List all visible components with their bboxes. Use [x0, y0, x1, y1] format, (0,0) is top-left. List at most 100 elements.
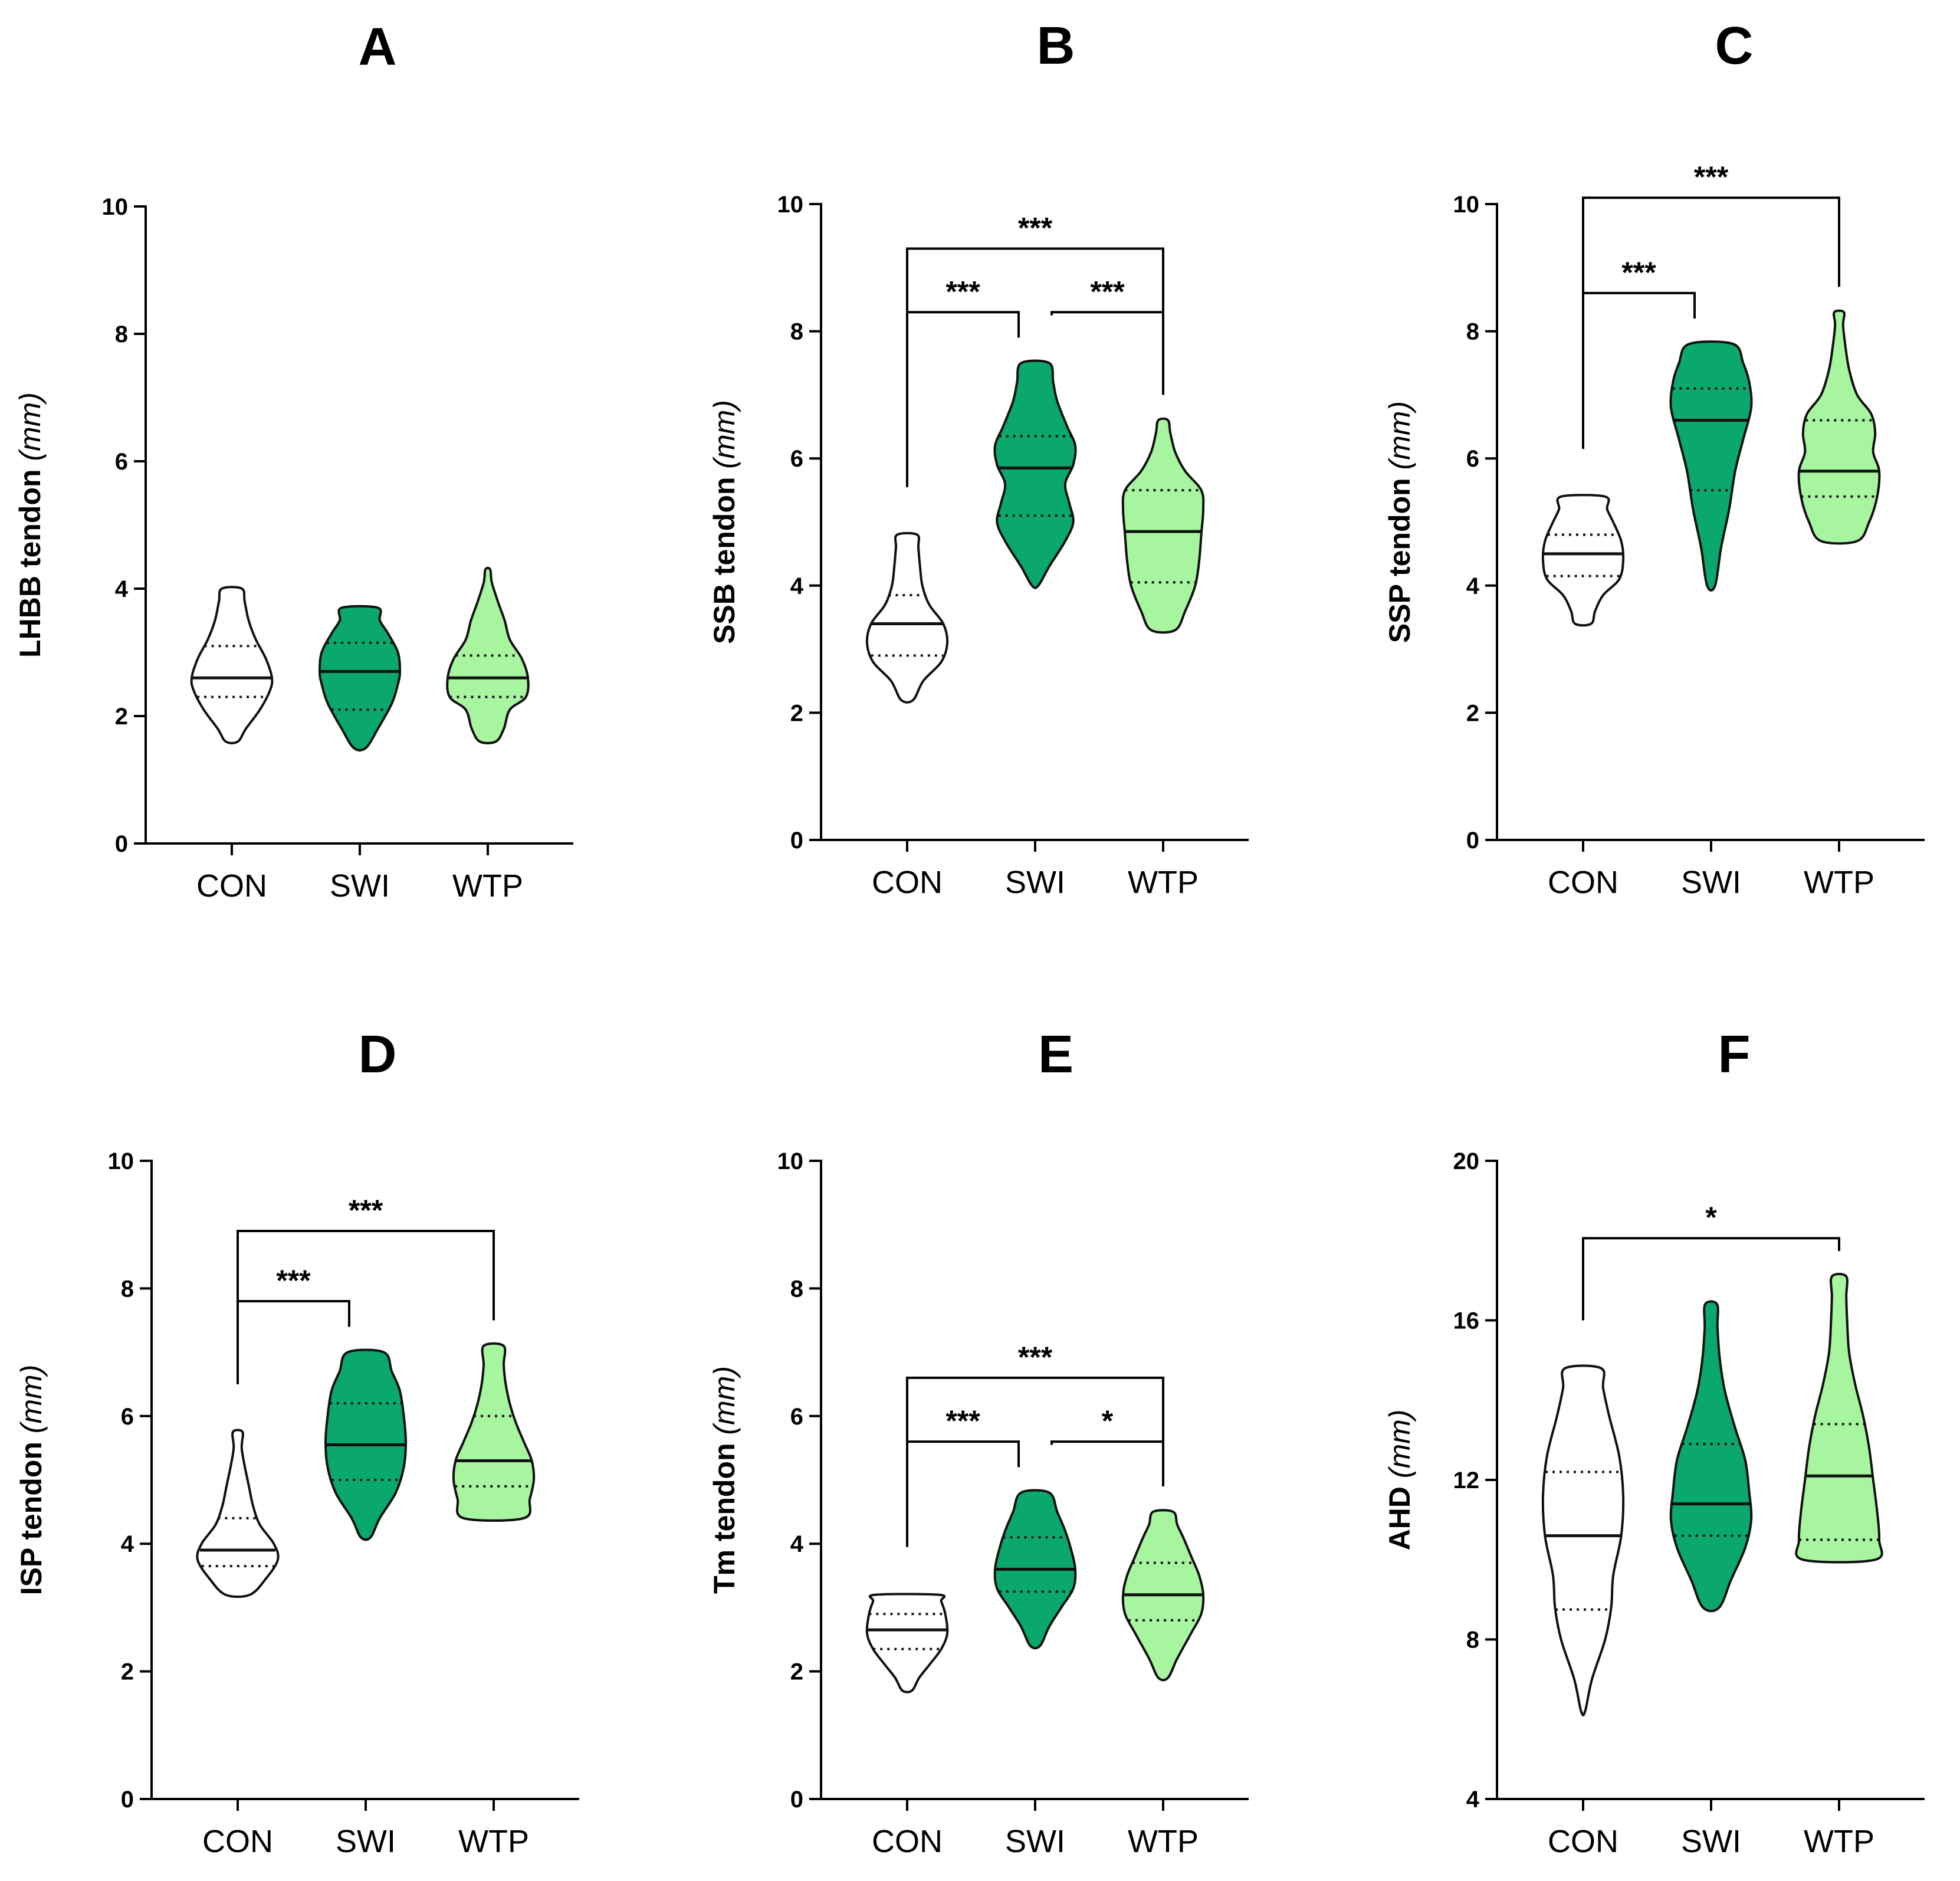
violin-shape	[1669, 340, 1753, 592]
panel-a: A 0 2 4 6 8 10 LHBB tendon (mm) CON SWI WTP	[14, 18, 573, 904]
x-tick-label: WTP	[452, 868, 523, 904]
violin-shape	[196, 1429, 280, 1598]
significance-label: ***	[1018, 1341, 1053, 1374]
panel-letter: A	[359, 18, 397, 77]
y-tick-label: 8	[121, 1276, 134, 1302]
x-tick-label: WTP	[1128, 865, 1199, 900]
violin-wtp	[1121, 417, 1205, 634]
significance-bracket: *	[1582, 1201, 1840, 1321]
y-tick-label: 8	[115, 321, 128, 347]
y-tick-label: 16	[1453, 1308, 1480, 1334]
y-tick-label: 4	[1466, 1787, 1480, 1813]
x-tick-label: CON	[202, 1824, 273, 1859]
violin-shape	[1121, 417, 1205, 634]
y-tick-label: 10	[777, 1148, 804, 1174]
y-tick-label: 2	[1466, 700, 1479, 726]
y-axis-unit: (mm)	[1383, 1410, 1416, 1479]
bracket-line	[906, 1440, 1020, 1547]
y-axis-label: ISP tendon (mm)	[15, 1365, 48, 1596]
y-tick-label: 6	[121, 1404, 134, 1430]
bracket-line	[906, 247, 1164, 487]
violin-wtp	[1121, 1509, 1205, 1682]
significance-label: ***	[1090, 275, 1125, 308]
violin-wtp	[1795, 1272, 1883, 1564]
violin-shape	[865, 1593, 949, 1693]
y-axis-label-text: AHD	[1383, 1478, 1416, 1550]
panel-c: C 0 2 4 6 8 10 SSP tendon (mm) CON SWI WTP *** ***	[1383, 17, 1925, 900]
violin-shape	[452, 1342, 536, 1522]
significance-bracket: ***	[1582, 160, 1840, 449]
bracket-line	[237, 1300, 350, 1384]
x-tick-label: CON	[872, 865, 943, 900]
x-tick-label: CON	[1548, 865, 1618, 900]
violin-con	[865, 531, 949, 704]
panel-letter: B	[1037, 17, 1075, 75]
x-tick-label: WTP	[1804, 865, 1874, 900]
y-tick-label: 2	[790, 1659, 803, 1685]
y-tick-label: 8	[1466, 1627, 1479, 1653]
y-axis-label: Tm tendon (mm)	[708, 1366, 741, 1594]
violin-swi	[324, 1348, 407, 1541]
x-tick-label: WTP	[1128, 1824, 1199, 1859]
panel-letter: E	[1038, 1025, 1073, 1084]
significance-bracket: ***	[906, 211, 1164, 487]
y-axis-label-text: LHBB tendon	[14, 461, 47, 658]
y-tick-label: 6	[790, 1404, 803, 1430]
violin-swi	[319, 605, 401, 752]
y-axis-unit: (mm)	[15, 1365, 48, 1434]
y-tick-label: 0	[790, 1787, 803, 1813]
violin-shape	[1669, 1300, 1753, 1613]
y-axis-unit: (mm)	[708, 1366, 741, 1435]
panel-b: B 0 2 4 6 8 10 SSB tendon (mm) CON SWI WTP *** *** **…	[708, 17, 1249, 900]
y-tick-label: 8	[790, 1276, 803, 1302]
bracket-line	[906, 1376, 1164, 1547]
violin-swi	[993, 1489, 1077, 1650]
significance-bracket: *	[1050, 1404, 1164, 1486]
y-tick-label: 10	[1453, 192, 1480, 218]
violin-shape	[993, 359, 1077, 589]
significance-label: ***	[276, 1264, 311, 1297]
violin-swi	[1669, 340, 1753, 592]
significance-label: ***	[349, 1194, 383, 1227]
bracket-line	[1050, 1440, 1164, 1486]
bracket-line	[1582, 196, 1840, 449]
violin-swi	[1669, 1300, 1753, 1613]
significance-bracket: ***	[1050, 275, 1164, 395]
x-tick-label: CON	[872, 1824, 943, 1859]
x-tick-label: SWI	[1681, 1824, 1741, 1859]
violin-shape	[1797, 309, 1881, 545]
significance-label: *	[1705, 1201, 1717, 1234]
y-tick-label: 2	[121, 1659, 134, 1685]
y-axis-label-text: ISP tendon	[15, 1433, 48, 1595]
y-tick-label: 4	[790, 573, 804, 599]
y-axis-unit: (mm)	[708, 400, 741, 469]
panel-letter: F	[1718, 1025, 1751, 1084]
y-tick-label: 8	[1466, 319, 1479, 345]
y-tick-label: 2	[115, 704, 128, 730]
violin-shape	[1541, 1364, 1625, 1716]
panel-f: F 4 8 12 16 20 AHD (mm) CON SWI WTP *	[1383, 1025, 1925, 1859]
significance-bracket: ***	[237, 1264, 350, 1384]
y-axis-label-text: SSP tendon	[1383, 470, 1416, 644]
violin-shape	[446, 566, 530, 744]
y-tick-label: 0	[121, 1787, 134, 1813]
y-tick-label: 10	[102, 194, 129, 220]
y-axis-label: AHD (mm)	[1383, 1410, 1416, 1551]
violin-wtp	[452, 1342, 536, 1522]
x-tick-label: WTP	[458, 1824, 529, 1859]
significance-label: ***	[1621, 256, 1656, 289]
x-tick-label: SWI	[1005, 865, 1065, 900]
y-tick-label: 6	[115, 449, 128, 475]
y-tick-label: 4	[121, 1531, 134, 1557]
y-axis-label: SSB tendon (mm)	[708, 400, 741, 644]
violin-wtp	[446, 566, 530, 744]
significance-bracket: ***	[906, 1404, 1020, 1547]
x-tick-label: SWI	[336, 1824, 396, 1859]
bracket-line	[1050, 311, 1164, 395]
violin-con	[865, 1593, 949, 1693]
y-tick-label: 6	[1466, 446, 1479, 472]
violin-shape	[190, 586, 274, 744]
y-tick-label: 10	[777, 192, 804, 218]
significance-bracket: ***	[237, 1194, 495, 1384]
